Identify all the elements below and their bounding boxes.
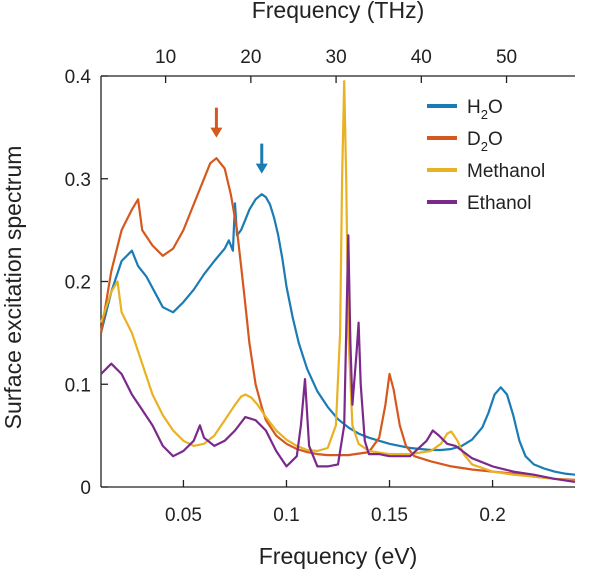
top-x-ticks: 10 20 30 40 50: [155, 47, 517, 83]
legend: H2O D2O Methanol Ethanol: [427, 97, 545, 214]
series-line-d2o: [99, 157, 576, 481]
series-layer: [99, 80, 576, 483]
x-tick-label: 0.2: [479, 505, 505, 526]
y-axis-title: Surface excitation spectrum: [0, 146, 26, 430]
x-tick-label: 0.1: [273, 505, 299, 526]
series-line-h2o: [99, 193, 576, 476]
y-tick-label: 0.1: [65, 375, 91, 396]
x-axis-title: Frequency (eV): [259, 543, 418, 569]
top-x-tick-label: 20: [240, 47, 261, 68]
top-x-tick-label: 40: [411, 47, 432, 68]
series-line-ethanol: [100, 234, 576, 483]
x-tick-label: 0.15: [371, 505, 408, 526]
x-tick-label: 0.05: [165, 505, 202, 526]
top-x-tick-label: 30: [326, 47, 347, 68]
plot-frame: [100, 75, 575, 488]
legend-label: Methanol: [467, 161, 545, 182]
y-tick-label: 0.2: [65, 273, 91, 294]
top-x-axis-title: Frequency (THz): [252, 0, 425, 23]
peak-arrow-head: [255, 163, 268, 174]
legend-label: D2O: [467, 129, 503, 154]
x-ticks: 0.05 0.1 0.15 0.2: [165, 480, 506, 526]
series-line-methanol: [99, 80, 576, 482]
y-ticks: 0 0.1 0.2 0.3 0.4: [65, 67, 108, 499]
peak-arrow-head: [210, 127, 223, 138]
top-x-tick-label: 50: [496, 47, 517, 68]
y-tick-label: 0.4: [65, 67, 92, 88]
legend-label: Ethanol: [467, 193, 531, 214]
top-x-tick-label: 10: [155, 47, 176, 68]
legend-label: H2O: [467, 97, 503, 122]
y-tick-label: 0.3: [65, 170, 91, 191]
y-tick-label: 0: [80, 478, 91, 499]
annotation-layer: [210, 107, 268, 174]
